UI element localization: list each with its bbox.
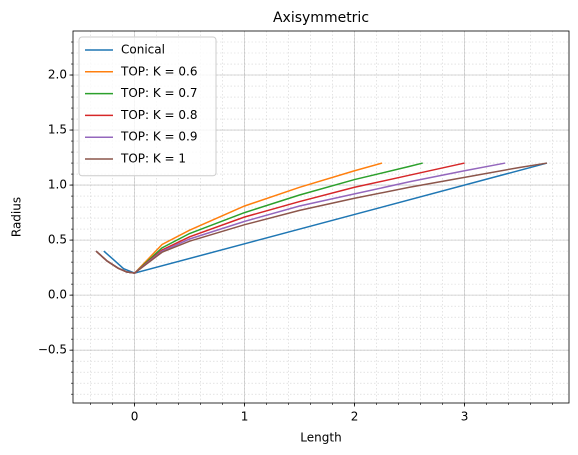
legend-label: TOP: K = 0.9 xyxy=(120,130,198,144)
legend-box xyxy=(78,36,217,177)
legend-label: TOP: K = 0.6 xyxy=(120,64,198,78)
x-tick-label: 2 xyxy=(351,410,359,424)
x-tick-label: 1 xyxy=(241,410,249,424)
plot-frame xyxy=(72,30,570,404)
y-tick-label: 0.5 xyxy=(48,233,67,247)
legend-label: Conical xyxy=(121,43,165,57)
series-line xyxy=(95,162,548,274)
legend: Conical TOP: K = 0.6 TOP: K = 0.7 TOP: K = … xyxy=(78,36,217,177)
y-tick-label: 2.0 xyxy=(48,68,67,82)
x-axis-label: Length xyxy=(300,431,341,445)
chart-title: Axisymmetric xyxy=(273,10,369,26)
y-tick-label: −0.5 xyxy=(38,343,67,357)
x-tick-label: 0 xyxy=(131,410,139,424)
legend-label: TOP: K = 0.8 xyxy=(120,108,198,122)
y-tick-label: 0.0 xyxy=(48,288,67,302)
y-tick-label: 1.5 xyxy=(48,123,67,137)
x-tick-label: 3 xyxy=(461,410,469,424)
y-tick-label: 1.0 xyxy=(48,178,67,192)
legend-label: TOP: K = 0.7 xyxy=(120,86,198,100)
series-line xyxy=(103,162,548,274)
legend-label: TOP: K = 1 xyxy=(120,152,186,166)
y-axis-label: Radius xyxy=(10,197,24,237)
